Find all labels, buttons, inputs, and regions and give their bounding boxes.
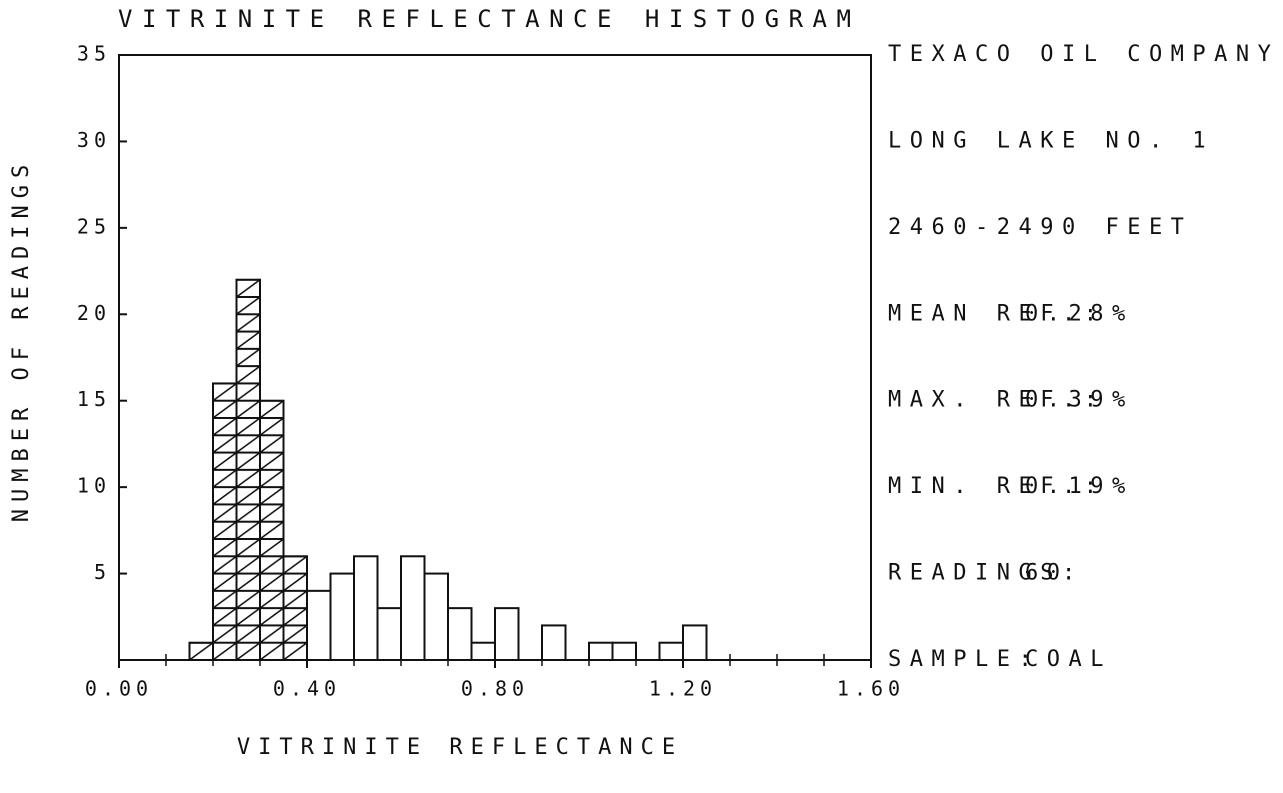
x-tick-label: 1.60	[837, 677, 905, 701]
chart-title: VITRINITE REFLECTANCE HISTOGRAM	[118, 5, 860, 33]
x-axis-label: VITRINITE REFLECTANCE	[237, 735, 683, 760]
bar	[658, 641, 684, 662]
bar	[611, 641, 637, 662]
stat-value: 60	[1025, 561, 1069, 586]
side-note: 2460-2490 FEET	[888, 215, 1192, 240]
bar	[470, 641, 496, 662]
stat-label: MEAN REF.:	[888, 301, 1105, 326]
y-tick-label: 30	[77, 128, 111, 152]
x-tick-label: 0.00	[85, 677, 153, 701]
y-tick-label: 15	[77, 387, 111, 411]
y-tick-label: 20	[77, 301, 111, 325]
side-note: TEXACO OIL COMPANY	[888, 42, 1279, 67]
bar	[212, 382, 238, 661]
x-tick-label: 1.20	[649, 677, 717, 701]
bar	[353, 555, 379, 661]
bar	[329, 572, 355, 661]
stat-value: 0.28%	[1025, 301, 1134, 326]
bar	[235, 278, 261, 661]
bar	[447, 607, 473, 662]
bar	[400, 555, 426, 661]
stat-value: 0.19%	[1025, 474, 1134, 499]
y-tick-label: 35	[77, 42, 111, 66]
x-tick-label: 0.40	[273, 677, 341, 701]
bar	[541, 624, 567, 662]
bar	[588, 641, 614, 662]
bar	[306, 589, 332, 661]
side-note: LONG LAKE NO. 1	[888, 128, 1214, 153]
y-tick-label: 10	[77, 474, 111, 498]
stat-label: SAMPLE:	[888, 647, 1040, 672]
stat-label: MIN. REF.:	[888, 474, 1105, 499]
bar	[376, 607, 402, 662]
bar	[423, 572, 449, 661]
bar	[682, 624, 708, 662]
y-tick-label: 5	[94, 560, 111, 584]
bar	[259, 399, 285, 661]
stat-value: COAL	[1025, 647, 1112, 672]
y-axis-label: NUMBER OF READINGS	[9, 158, 34, 522]
stat-label: READINGS:	[888, 561, 1084, 586]
x-tick-label: 0.80	[461, 677, 529, 701]
bar	[188, 641, 214, 662]
stat-value: 0.39%	[1025, 388, 1134, 413]
bar	[282, 555, 308, 661]
bar	[494, 607, 520, 662]
stat-label: MAX. REF.:	[888, 388, 1105, 413]
y-tick-label: 25	[77, 214, 111, 238]
